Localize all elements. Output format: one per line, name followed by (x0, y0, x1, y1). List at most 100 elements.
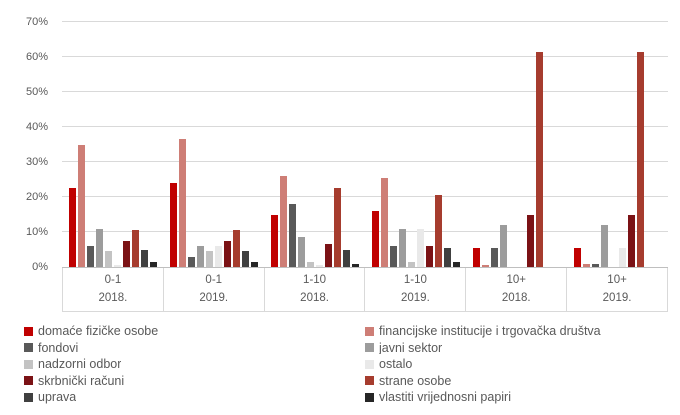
bar (250, 261, 258, 267)
gridline (62, 55, 668, 57)
legend-swatch-icon (24, 392, 33, 402)
bar (389, 246, 397, 267)
legend-label: uprava (38, 391, 77, 404)
bar (407, 261, 415, 267)
legend-item: financijske institucije i trgovačka druš… (365, 325, 672, 338)
y-axis-tick-label: 60% (25, 51, 48, 63)
y-axis-tick-label: 70% (25, 16, 48, 28)
gridline (62, 126, 668, 127)
x-axis-range-label: 0-1 (205, 273, 223, 286)
bar (591, 263, 599, 267)
x-axis-group-label: 0-1 2019. (164, 268, 265, 311)
x-axis-year-label: 2019. (199, 292, 229, 304)
bar (618, 247, 626, 267)
legend-label: skrbnički računi (38, 374, 125, 387)
bar (169, 183, 177, 267)
legend-swatch-icon (24, 376, 33, 386)
legend-swatch-icon (365, 343, 374, 353)
legend-item: nadzorni odbor (24, 358, 365, 371)
bar (490, 247, 498, 267)
bar (279, 176, 287, 267)
x-axis-group-label: 10+ 2018. (466, 268, 568, 311)
bar (315, 265, 323, 267)
x-axis-group-label: 0-1 2018. (62, 268, 164, 311)
bar (77, 144, 85, 267)
bar (371, 211, 379, 267)
gridline (62, 231, 668, 232)
bar (636, 51, 644, 267)
bar (481, 265, 489, 267)
x-axis-year-label: 2018. (300, 292, 329, 304)
bar (499, 225, 507, 267)
legend-swatch-icon (365, 359, 374, 369)
y-axis-tick-label: 20% (25, 191, 48, 203)
x-axis-year-label: 2018. (98, 292, 128, 304)
legend-label: vlastiti vrijednosni papiri (379, 391, 512, 404)
bar (351, 263, 359, 267)
legend-swatch-icon (365, 326, 374, 336)
y-axis-tick-label: 50% (25, 86, 48, 98)
bar (582, 263, 590, 267)
gridline (62, 196, 668, 197)
legend-item: uprava (24, 391, 365, 404)
bar-group (567, 22, 668, 267)
legend-label: financijske institucije i trgovačka druš… (379, 325, 601, 338)
bar-group (62, 22, 163, 267)
bar (443, 247, 451, 267)
y-axis-tick-label: 30% (25, 156, 48, 168)
bar (86, 246, 94, 267)
legend-item: vlastiti vrijednosni papiri (365, 391, 672, 404)
bar (113, 265, 121, 267)
bar (434, 195, 442, 267)
x-axis-year-label: 2018. (501, 292, 531, 304)
bar (535, 51, 543, 267)
y-axis-tick-label: 0% (32, 261, 48, 273)
y-axis-tick-label: 10% (25, 226, 48, 238)
legend-item: fondovi (24, 342, 365, 355)
gridline (62, 90, 668, 92)
y-axis: 0% 10% 20% 30% 40% 50% 60% 70% (0, 16, 54, 273)
legend-item: skrbnički računi (24, 375, 365, 388)
bar (131, 230, 139, 267)
bar (104, 251, 112, 267)
bar (324, 244, 332, 267)
bar (140, 249, 148, 267)
x-axis-group-label: 1-10 2018. (265, 268, 366, 311)
x-axis: 0-1 2018. 0-1 2019. 1-10 2018. 1-10 2019. 10+ 201… (62, 267, 668, 312)
legend-label: fondovi (38, 341, 79, 354)
legend-swatch-icon (24, 326, 33, 336)
legend-item: domaće fizičke osobe (24, 325, 365, 338)
legend-label: domaće fizičke osobe (38, 325, 159, 338)
bar (306, 261, 314, 267)
bar (398, 228, 406, 267)
bar (573, 247, 581, 267)
bar (223, 240, 231, 267)
legend-label: javni sektor (379, 341, 443, 354)
bar (600, 225, 608, 267)
legend-swatch-icon (365, 376, 374, 386)
bar (187, 256, 195, 267)
bar (270, 214, 278, 267)
bar (149, 261, 157, 267)
bar (241, 251, 249, 267)
bar (472, 247, 480, 267)
x-axis-year-label: 2019. (602, 292, 632, 304)
bar (196, 246, 204, 267)
x-axis-range-label: 10+ (506, 273, 526, 286)
bar-groups (62, 22, 668, 267)
bar (178, 139, 186, 267)
legend-label: ostalo (379, 358, 413, 371)
y-axis-tick-label: 40% (25, 121, 48, 133)
bar (205, 251, 213, 267)
bar (214, 246, 222, 267)
bar (122, 240, 130, 267)
bar-group (163, 22, 264, 267)
x-axis-range-label: 1-10 (303, 273, 327, 286)
x-axis-year-label: 2019. (401, 292, 430, 304)
legend-item: strane osobe (365, 375, 672, 388)
x-axis-range-label: 1-10 (403, 273, 427, 286)
bar (288, 204, 296, 267)
bar (297, 237, 305, 267)
legend-label: strane osobe (379, 374, 452, 387)
